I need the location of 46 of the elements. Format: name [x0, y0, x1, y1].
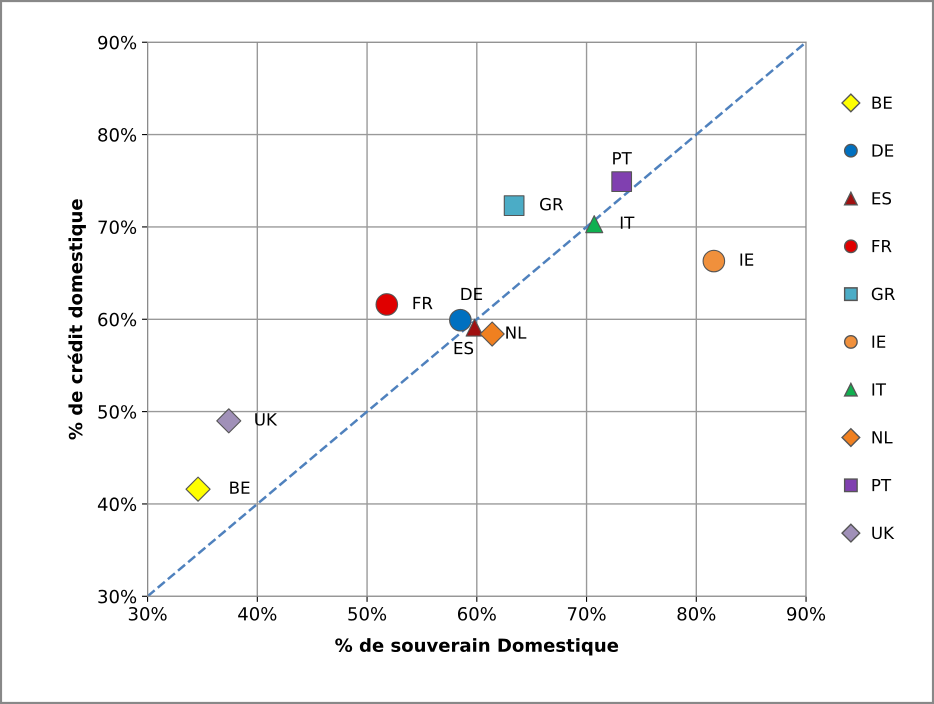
text: IE [740, 254, 754, 266]
x-tick-label: 90% [787, 607, 826, 621]
point [466, 318, 484, 337]
text: GR [540, 198, 564, 211]
x-tick-label: 70% [568, 607, 606, 621]
y-tick-label: 50% [98, 405, 136, 419]
legend-label: IE [872, 336, 886, 348]
y-tick-label: 90% [98, 36, 136, 50]
text: FR [413, 296, 433, 310]
point [585, 215, 604, 234]
x-tick-label: 80% [677, 607, 716, 621]
point [702, 250, 726, 272]
y-tick-label: 80% [98, 128, 136, 142]
legend-label: NL [872, 431, 893, 444]
legend-label: UK [872, 526, 894, 540]
point [504, 195, 524, 216]
text: NL [506, 326, 526, 339]
point [376, 293, 398, 316]
text: DE [461, 288, 482, 300]
legend-label: BE [872, 96, 892, 109]
text: ES [454, 342, 474, 354]
point [216, 408, 242, 434]
text: UK [255, 413, 278, 426]
x-tick-label: 40% [238, 607, 276, 621]
legend-label: GR [872, 288, 895, 300]
x-tick-label: 30% [128, 607, 167, 621]
y-axis-title: % de crédit domestique [68, 199, 86, 440]
x-tick-label: 60% [458, 607, 496, 621]
y-tick-label: 30% [98, 590, 136, 604]
legend-label: DE [872, 144, 894, 157]
legend-label: PT [872, 479, 892, 492]
legend-label: FR [872, 240, 892, 252]
y-tick-label: 40% [98, 497, 136, 512]
point [449, 308, 472, 332]
point [185, 476, 211, 502]
text: PT [613, 152, 632, 164]
legend-label: IT [872, 383, 886, 396]
legend-label: ES [872, 192, 892, 205]
y-tick-label: 60% [98, 312, 136, 326]
x-axis-title: % de souverain Domestique [335, 638, 618, 656]
point [611, 171, 632, 192]
y-tick-label: 70% [98, 220, 136, 234]
text: IT [620, 216, 634, 229]
text: BE [230, 482, 250, 494]
point [480, 321, 505, 347]
x-tick-label: 50% [348, 607, 386, 621]
